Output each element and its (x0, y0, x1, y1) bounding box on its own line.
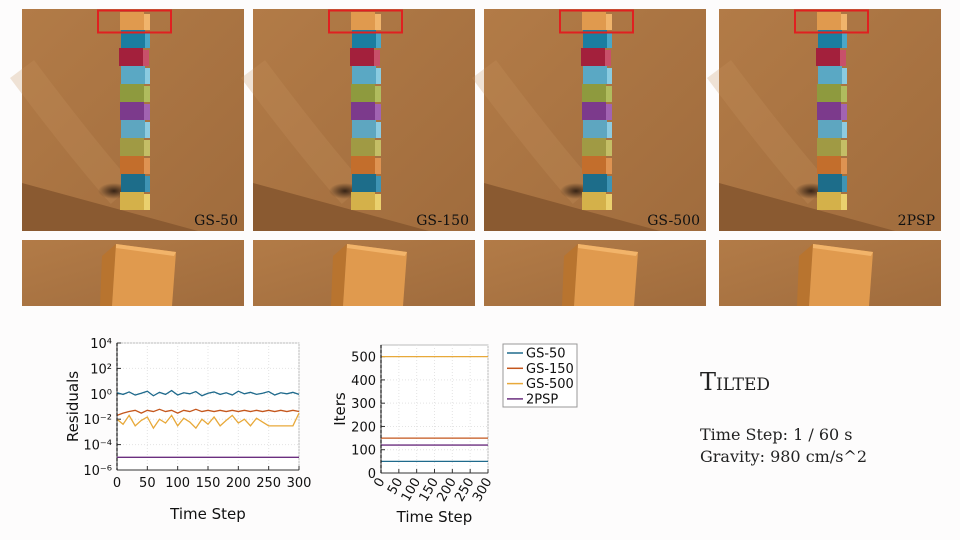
legend-label: GS-50 (526, 347, 566, 362)
panels: GS-50 GS-150 GS-500 2PSP (22, 9, 941, 306)
x-axis-label: Time Step (396, 508, 473, 526)
render-panel: GS-500 (484, 9, 706, 231)
render-panel: GS-150 (253, 9, 475, 231)
y-axis-label: Residuals (64, 371, 82, 442)
x-tick-label: 100 (165, 476, 190, 491)
info-line: Time Step: 1 / 60 s (700, 425, 853, 444)
y-tick-label: 300 (351, 397, 376, 412)
charts: 10⁻⁶ 10⁻⁴ 10⁻² 10⁰ 10² 10⁴ 0 50 100 150 200 250 300 T… (64, 337, 578, 526)
series-line (116, 408, 300, 416)
y-tick-label: 10⁻² (83, 413, 112, 428)
panel-label: GS-150 (416, 213, 469, 229)
legend-label: 2PSP (526, 392, 558, 407)
scene-title: Tilted (700, 368, 770, 396)
legend-label: GS-150 (526, 362, 574, 377)
crop-image (719, 240, 941, 306)
series-line (116, 389, 300, 397)
crop-panel (484, 240, 706, 306)
y-tick-label: 500 (351, 351, 376, 366)
crop-image (253, 240, 475, 306)
y-tick-label: 10⁴ (90, 337, 112, 352)
x-tick-label: 250 (256, 476, 281, 491)
panel-label: 2PSP (898, 213, 935, 229)
series-line (116, 412, 300, 430)
crop-panel (719, 240, 941, 306)
x-tick-label: 50 (385, 476, 406, 498)
legend-label: GS-500 (526, 377, 574, 392)
panel-label: GS-50 (194, 213, 238, 229)
render-panel: 2PSP (719, 9, 941, 231)
y-tick-label: 100 (351, 444, 376, 459)
y-axis-label: Iters (331, 392, 349, 426)
y-tick-label: 10² (90, 362, 112, 377)
info-line: Gravity: 980 cm/s^2 (700, 447, 867, 466)
x-tick-label: 300 (470, 476, 495, 505)
legend-box (502, 343, 578, 408)
y-tick-label: 10⁻⁶ (83, 464, 112, 479)
x-tick-label: 300 (287, 476, 312, 491)
crop-panel (253, 240, 475, 306)
y-tick-label: 200 (351, 420, 376, 435)
x-tick-label: 150 (196, 476, 221, 491)
render-image (22, 9, 244, 231)
render-image (253, 9, 475, 231)
x-tick-label: 200 (226, 476, 251, 491)
crop-panel (22, 240, 244, 306)
y-tick-label: 0 (368, 467, 376, 482)
crop-image (484, 240, 706, 306)
y-tick-label: 400 (351, 374, 376, 389)
x-tick-label: 0 (113, 476, 121, 491)
panel-label: GS-500 (647, 213, 700, 229)
y-tick-label: 10⁻⁴ (83, 439, 112, 454)
render-image (484, 9, 706, 231)
crop-image (22, 240, 244, 306)
y-tick-label: 10⁰ (90, 388, 112, 403)
render-panel: GS-50 (22, 9, 244, 231)
render-image (719, 9, 941, 231)
chart: 10⁻⁶ 10⁻⁴ 10⁻² 10⁰ 10² 10⁴ 0 50 100 150 200 250 300 T… (64, 337, 311, 523)
x-tick-label: 50 (139, 476, 156, 491)
x-axis-label: Time Step (169, 505, 246, 523)
